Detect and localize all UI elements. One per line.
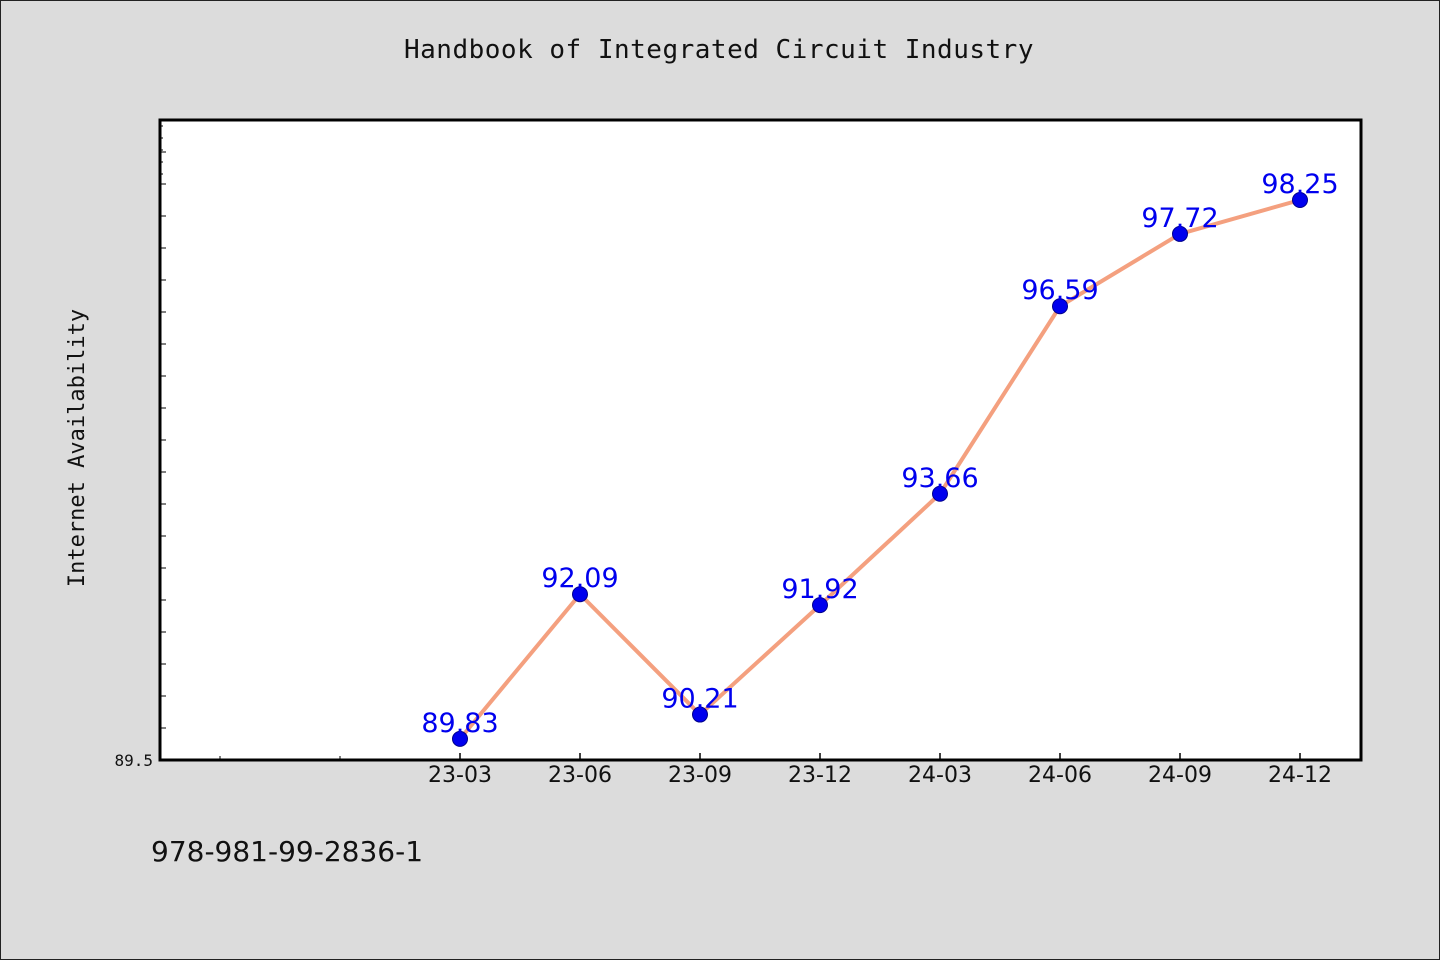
isbn-text: 978-981-99-2836-1 <box>151 835 424 868</box>
data-label: 90.21 <box>661 684 738 715</box>
data-point <box>692 706 708 723</box>
data-point <box>932 485 948 502</box>
data-point <box>452 730 468 747</box>
data-point <box>1172 225 1188 242</box>
x-tick-label: 23-06 <box>548 763 612 788</box>
x-tick-label: 23-09 <box>668 763 732 788</box>
data-label: 98.25 <box>1261 169 1338 200</box>
data-label: 97.72 <box>1141 203 1218 234</box>
chart-title: Handbook of Integrated Circuit Industry <box>404 35 1034 65</box>
y-tick-label: 89.5 <box>114 751 153 770</box>
plot-area <box>160 120 1361 760</box>
data-point <box>1052 298 1068 315</box>
x-tick-label: 24-12 <box>1268 763 1332 788</box>
data-label: 96.59 <box>1021 275 1098 306</box>
x-tick-label: 23-03 <box>428 763 492 788</box>
plot-border <box>158 118 1363 762</box>
axis-ticks: 23-03 23-06 23-09 23-12 24-03 24-06 24-09 24-12 <box>160 119 1332 788</box>
x-tick-label: 23-12 <box>788 763 852 788</box>
data-label: 91.92 <box>781 574 858 605</box>
data-label: 93.66 <box>901 463 978 494</box>
data-labels: 89.83 92.09 90.21 91.92 93.66 96.59 97.72 98.25 <box>421 169 1338 739</box>
y-axis-label: Internet Availability <box>65 309 90 587</box>
data-point <box>812 597 828 614</box>
x-tick-label: 24-03 <box>908 763 972 788</box>
data-point <box>1292 192 1308 208</box>
series-group <box>452 192 1308 747</box>
x-tick-label: 24-09 <box>1148 763 1212 788</box>
data-point <box>572 586 588 603</box>
data-label: 92.09 <box>541 563 618 594</box>
data-label: 89.83 <box>421 708 498 739</box>
series-line <box>458 198 1302 741</box>
x-tick-label: 24-06 <box>1028 763 1092 788</box>
